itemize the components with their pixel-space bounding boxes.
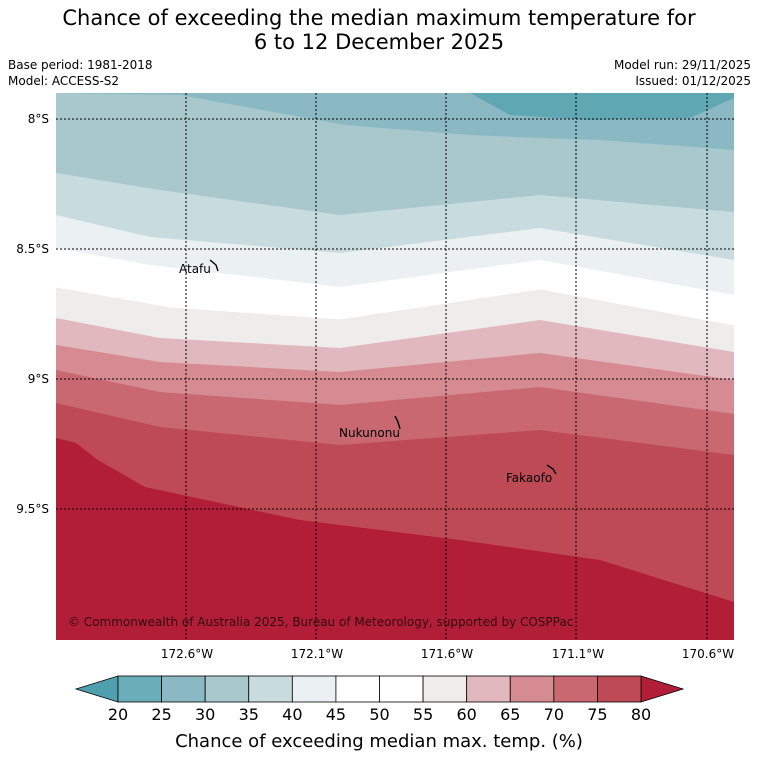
atoll-atafu: Atafu (179, 259, 219, 276)
band-20-25 (470, 93, 734, 120)
band-80-plus (56, 438, 734, 640)
model-run: Model run: 29/11/2025 (613, 58, 751, 72)
colorbar-tick-30: 30 (195, 705, 215, 724)
lon-label-172-1w: 172.1°W (291, 647, 343, 661)
colorbar-tick-25: 25 (151, 705, 171, 724)
colorbar-segment-70-75 (553, 675, 598, 703)
atafu-outline (209, 259, 219, 272)
lat-label-9-5s: 9.5°S (16, 502, 49, 516)
colorbar-segment-65-70 (509, 675, 555, 703)
atoll-fakaofo: Fakaofo (506, 464, 557, 485)
colorbar-segment-40-45 (291, 675, 337, 703)
colorbar-tick-65: 65 (500, 705, 520, 724)
lat-label-9s: 9°S (28, 372, 49, 386)
probability-contours (56, 93, 734, 640)
atafu-label: Atafu (179, 262, 211, 276)
colorbar-tick-75: 75 (587, 705, 607, 724)
lon-label-172-6w: 172.6°W (161, 647, 213, 661)
lat-label-8s: 8°S (28, 112, 49, 126)
graticule (56, 93, 734, 640)
lon-label-171-6w: 171.6°W (421, 647, 473, 661)
colorbar-segment-35-40 (248, 675, 293, 703)
colorbar-segment-20-25 (117, 675, 162, 703)
colorbar-segment-25-30 (161, 675, 206, 703)
colorbar-segment-75-80 (597, 675, 642, 703)
lon-label-171-1w: 171.1°W (552, 647, 604, 661)
colorbar-extend-high (640, 675, 685, 703)
colorbar-tick-55: 55 (413, 705, 433, 724)
issued-date: Issued: 01/12/2025 (635, 74, 751, 88)
colorbar-ticks: 20 25 30 35 40 45 50 55 60 65 70 75 80 (108, 705, 651, 724)
colorbar-tick-35: 35 (239, 705, 259, 724)
map-title-line-2: 6 to 12 December 2025 (253, 30, 505, 54)
colorbar-tick-60: 60 (456, 705, 476, 724)
atoll-nukunonu: Nukunonu (339, 415, 401, 440)
colorbar (74, 675, 685, 703)
model-name: Model: ACCESS-S2 (8, 74, 120, 88)
nukunonu-outline (394, 415, 401, 430)
colorbar-tick-45: 45 (326, 705, 346, 724)
colorbar-tick-80: 80 (631, 705, 651, 724)
lat-label-8-5s: 8.5°S (16, 242, 49, 256)
nukunonu-label: Nukunonu (339, 426, 400, 440)
colorbar-segment-50-55 (379, 675, 424, 703)
colorbar-tick-20: 20 (108, 705, 128, 724)
colorbar-tick-40: 40 (282, 705, 302, 724)
colorbar-segment-30-35 (204, 675, 250, 703)
colorbar-tick-50: 50 (369, 705, 389, 724)
map-title-line-1: Chance of exceeding the median maximum t… (62, 6, 696, 30)
copyright-notice: © Commonwealth of Australia 2025, Bureau… (68, 615, 573, 629)
base-period: Base period: 1981-2018 (8, 58, 153, 72)
fakaofo-label: Fakaofo (506, 471, 552, 485)
latitude-labels: 8°S 8.5°S 9°S 9.5°S (16, 112, 49, 516)
colorbar-segment-55-60 (422, 675, 468, 703)
lon-label-170-6w: 170.6°W (682, 647, 734, 661)
colorbar-tick-70: 70 (544, 705, 564, 724)
colorbar-segment-45-50 (335, 675, 380, 703)
fakaofo-outline (546, 464, 557, 475)
colorbar-label: Chance of exceeding median max. temp. (%… (175, 731, 583, 752)
colorbar-segment-60-65 (466, 675, 511, 703)
colorbar-extend-low (74, 675, 119, 703)
longitude-labels: 172.6°W 172.1°W 171.6°W 171.1°W 170.6°W (161, 647, 734, 661)
